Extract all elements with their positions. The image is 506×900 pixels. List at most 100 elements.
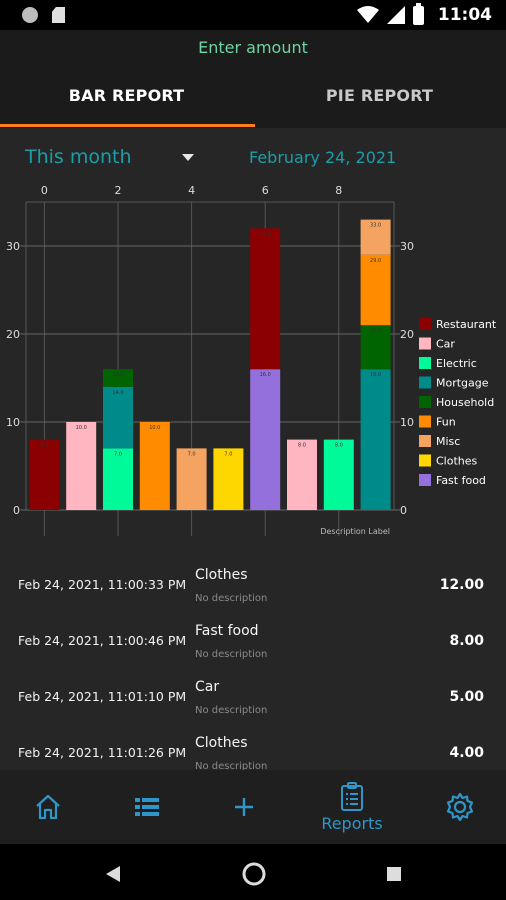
- reports-icon: [341, 781, 363, 811]
- transaction-category: Clothes: [195, 735, 248, 751]
- nav-reports-label: Reports: [321, 813, 383, 833]
- bar-value-label: 7.0: [224, 451, 232, 457]
- bar-value-label: 8.0: [40, 443, 48, 449]
- home-system-icon[interactable]: [242, 862, 266, 886]
- bar-value-label: 21.0: [370, 328, 381, 334]
- y-tick-label-left: 10: [6, 416, 20, 429]
- bar-segment: [360, 325, 391, 370]
- list-item[interactable]: Feb 24, 2021, 11:01:26 PM Clothes No des…: [0, 723, 506, 770]
- bar-value-label: 7.0: [188, 451, 196, 457]
- nav-settings[interactable]: [430, 770, 490, 844]
- legend-label: Fast food: [436, 474, 486, 487]
- legend-swatch: [419, 435, 431, 447]
- legend-label: Fun: [436, 416, 456, 429]
- transaction-description: No description: [195, 649, 268, 660]
- bar-segment: [176, 448, 207, 510]
- status-bar: 11:04: [0, 0, 506, 30]
- list-item[interactable]: Feb 24, 2021, 11:00:33 PM Clothes No des…: [0, 555, 506, 611]
- y-tick-label-right: 10: [400, 416, 414, 429]
- bar-segment: [250, 228, 281, 370]
- tab-bar-report[interactable]: BAR REPORT: [68, 86, 185, 105]
- bar-value-label: 16.0: [260, 372, 271, 378]
- list-item[interactable]: Feb 24, 2021, 11:01:10 PM Car No descrip…: [0, 667, 506, 723]
- legend-swatch: [419, 337, 431, 350]
- transaction-time: Feb 24, 2021, 11:00:46 PM: [18, 633, 187, 648]
- x-tick-label: 6: [262, 184, 269, 197]
- bar-segment: [360, 369, 391, 510]
- signal-icon: [386, 6, 405, 24]
- filter-row: This month February 24, 2021: [0, 144, 506, 172]
- bar-segment: [66, 422, 97, 510]
- legend-label: Car: [436, 338, 455, 351]
- transaction-description: No description: [195, 593, 268, 604]
- bar-value-label: 8.0: [335, 443, 343, 449]
- app-bar: Enter amount BAR REPORT PIE REPORT: [0, 30, 506, 128]
- chart-description-label: Description Label: [320, 527, 390, 536]
- period-dropdown[interactable]: This month: [25, 146, 132, 168]
- x-tick-label: 4: [188, 184, 195, 197]
- active-tab-indicator: [0, 124, 255, 127]
- transaction-amount: 5.00: [449, 689, 484, 705]
- legend-swatch: [419, 415, 431, 428]
- bar-segment: [213, 448, 244, 510]
- bar-segment: [250, 369, 281, 510]
- legend-swatch: [419, 474, 431, 486]
- bar-segment: [29, 439, 60, 510]
- transaction-time: Feb 24, 2021, 11:01:26 PM: [18, 745, 187, 760]
- tab-pie-report[interactable]: PIE REPORT: [325, 86, 434, 105]
- system-navigation-bar: [0, 844, 506, 900]
- recents-icon[interactable]: [387, 867, 401, 881]
- bar-value-label: 16.0: [112, 372, 123, 378]
- enter-amount-button[interactable]: Enter amount: [198, 38, 308, 57]
- home-icon: [36, 794, 60, 820]
- date-picker[interactable]: February 24, 2021: [249, 148, 397, 167]
- bar-value-label: 8.0: [298, 443, 306, 449]
- legend-swatch: [419, 357, 431, 369]
- x-tick-label: 8: [335, 184, 342, 197]
- add-icon: [235, 798, 253, 816]
- legend-label: Restaurant: [436, 318, 497, 331]
- legend-swatch: [419, 396, 431, 408]
- sd-card-icon: [52, 7, 65, 23]
- y-tick-label-left: 0: [13, 504, 20, 517]
- bar-value-label: 29.0: [370, 258, 381, 264]
- legend-label: Clothes: [436, 455, 478, 468]
- nav-reports[interactable]: Reports: [310, 770, 394, 844]
- legend-swatch: [419, 376, 431, 389]
- x-tick-label: 0: [41, 184, 48, 197]
- chevron-down-icon[interactable]: [182, 154, 194, 161]
- y-tick-label-right: 0: [400, 504, 407, 517]
- transaction-category: Car: [195, 679, 220, 695]
- bar-segment: [103, 386, 133, 449]
- y-tick-label-right: 20: [400, 328, 414, 341]
- system-nav-icons: [106, 862, 401, 886]
- bar-value-label: 33.0: [370, 223, 381, 229]
- legend-swatch: [419, 318, 431, 330]
- transaction-amount: 8.00: [449, 633, 484, 649]
- notification-icon: [22, 7, 38, 23]
- y-tick-label-left: 30: [6, 240, 20, 253]
- legend-swatch: [419, 454, 431, 467]
- bar-value-label: 10.0: [76, 425, 87, 431]
- bottom-navigation: Reports: [0, 770, 506, 844]
- nav-home[interactable]: [18, 770, 78, 844]
- transaction-amount: 4.00: [449, 745, 484, 761]
- list-item[interactable]: Feb 24, 2021, 11:00:46 PM Fast food No d…: [0, 611, 506, 667]
- bar-value-label: 32.0: [260, 231, 271, 237]
- clock: 11:04: [437, 5, 492, 25]
- wifi-icon: [356, 6, 379, 23]
- bar-segment: [323, 439, 354, 510]
- nav-list[interactable]: [117, 770, 177, 844]
- bar-value-label: 14.0: [112, 390, 123, 396]
- nav-add[interactable]: [214, 770, 274, 844]
- legend-label: Misc: [436, 435, 460, 448]
- x-tick-label: 2: [115, 184, 122, 197]
- settings-icon: [446, 792, 474, 822]
- y-tick-label-right: 30: [400, 240, 414, 253]
- bar-segment: [103, 369, 133, 387]
- transaction-category: Fast food: [195, 623, 259, 639]
- bar-segment: [287, 439, 317, 510]
- back-icon[interactable]: [106, 866, 120, 882]
- bar-segment: [360, 219, 391, 255]
- bar-segment: [103, 448, 133, 510]
